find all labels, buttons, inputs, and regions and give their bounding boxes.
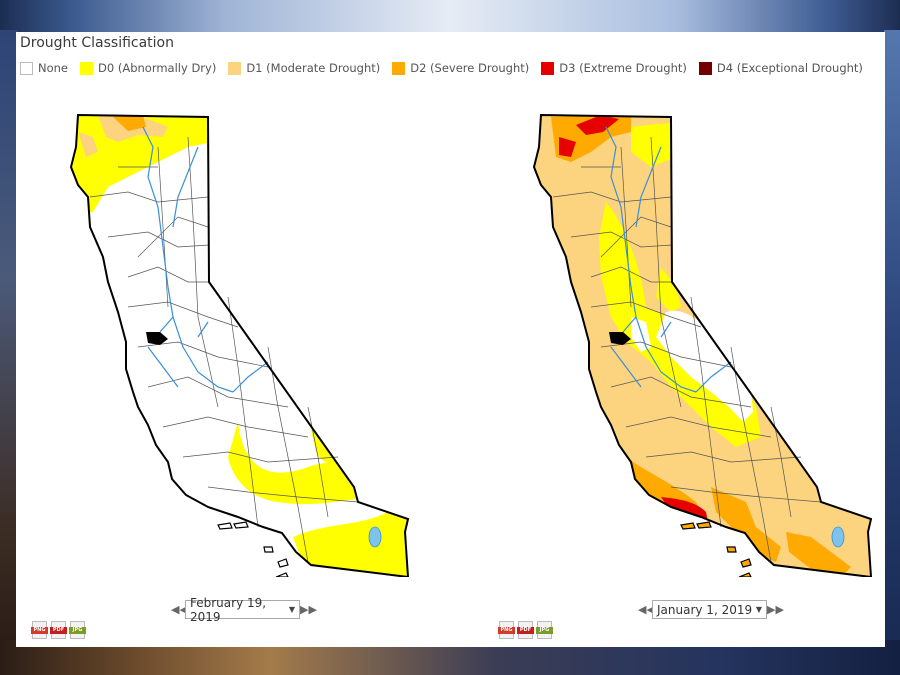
- county-boundaries-right: [552, 136, 822, 563]
- background-left: [0, 30, 18, 650]
- salton-sea-left: [368, 526, 382, 548]
- chevron-down-icon: ▼: [288, 605, 295, 614]
- legend-swatch-d0: [80, 61, 94, 75]
- panel-title: Drought Classification: [20, 35, 174, 51]
- state-outline-right: [532, 113, 873, 577]
- date-control-right: ◀◀ January 1, 2019 ▼ ▶▶: [638, 600, 784, 619]
- drought-panel: Drought Classification None D0 (Abnormal…: [16, 32, 885, 647]
- rivers-left: [142, 126, 269, 393]
- date-value-left: February 19, 2019: [190, 595, 267, 624]
- background-right: [884, 30, 900, 650]
- salton-sea-right: [831, 526, 845, 548]
- legend-label-d4: D4 (Exceptional Drought): [716, 61, 863, 75]
- state-outline-left: [69, 113, 410, 577]
- california-map-jan-2019[interactable]: [531, 107, 891, 577]
- date-control-left: ◀◀ February 19, 2019 ▼ ▶▶: [171, 596, 317, 624]
- prev-date-button-right[interactable]: ◀◀: [638, 603, 655, 616]
- legend-item-d2: D2 (Severe Drought): [392, 61, 529, 75]
- export-png-icon[interactable]: PNG: [498, 621, 515, 639]
- chevron-down-icon: ▼: [755, 605, 762, 614]
- legend-item-d1: D1 (Moderate Drought): [228, 61, 380, 75]
- legend-swatch-d2: [392, 61, 406, 75]
- export-jpg-icon[interactable]: JPG: [536, 621, 553, 639]
- legend-item-d4: D4 (Exceptional Drought): [698, 61, 863, 75]
- export-pdf-icon[interactable]: PDF: [50, 621, 67, 639]
- channel-islands-left: [217, 521, 289, 577]
- legend: None D0 (Abnormally Dry) D1 (Moderate Dr…: [20, 61, 875, 75]
- channel-islands-right: [680, 521, 752, 577]
- next-date-button-left[interactable]: ▶▶: [300, 603, 317, 616]
- prev-date-button-left[interactable]: ◀◀: [171, 603, 188, 616]
- export-buttons-left: PNG PDF JPG: [31, 621, 89, 639]
- legend-label-d0: D0 (Abnormally Dry): [98, 61, 217, 75]
- bay-right: [609, 332, 631, 345]
- export-jpg-icon[interactable]: JPG: [69, 621, 86, 639]
- legend-swatch-d4: [698, 61, 712, 75]
- next-date-button-right[interactable]: ▶▶: [767, 603, 784, 616]
- export-buttons-right: PNG PDF JPG: [498, 621, 556, 639]
- export-pdf-icon[interactable]: PDF: [517, 621, 534, 639]
- legend-item-none: None: [20, 61, 68, 75]
- legend-label-d1: D1 (Moderate Drought): [246, 61, 381, 75]
- date-select-right[interactable]: January 1, 2019 ▼: [652, 600, 767, 619]
- legend-swatch-d1: [228, 61, 242, 75]
- date-value-right: January 1, 2019: [657, 602, 753, 617]
- date-select-left[interactable]: February 19, 2019 ▼: [185, 596, 300, 624]
- rivers-right: [605, 126, 732, 393]
- legend-swatch-d3: [541, 61, 555, 75]
- california-map-feb-2019[interactable]: [68, 107, 428, 577]
- legend-label-d2: D2 (Severe Drought): [410, 61, 530, 75]
- legend-item-d0: D0 (Abnormally Dry): [80, 61, 216, 75]
- legend-label-none: None: [38, 61, 69, 75]
- bay-left: [146, 332, 168, 345]
- legend-swatch-none: [20, 61, 33, 75]
- legend-item-d3: D3 (Extreme Drought): [541, 61, 687, 75]
- legend-label-d3: D3 (Extreme Drought): [559, 61, 687, 75]
- export-png-icon[interactable]: PNG: [31, 621, 48, 639]
